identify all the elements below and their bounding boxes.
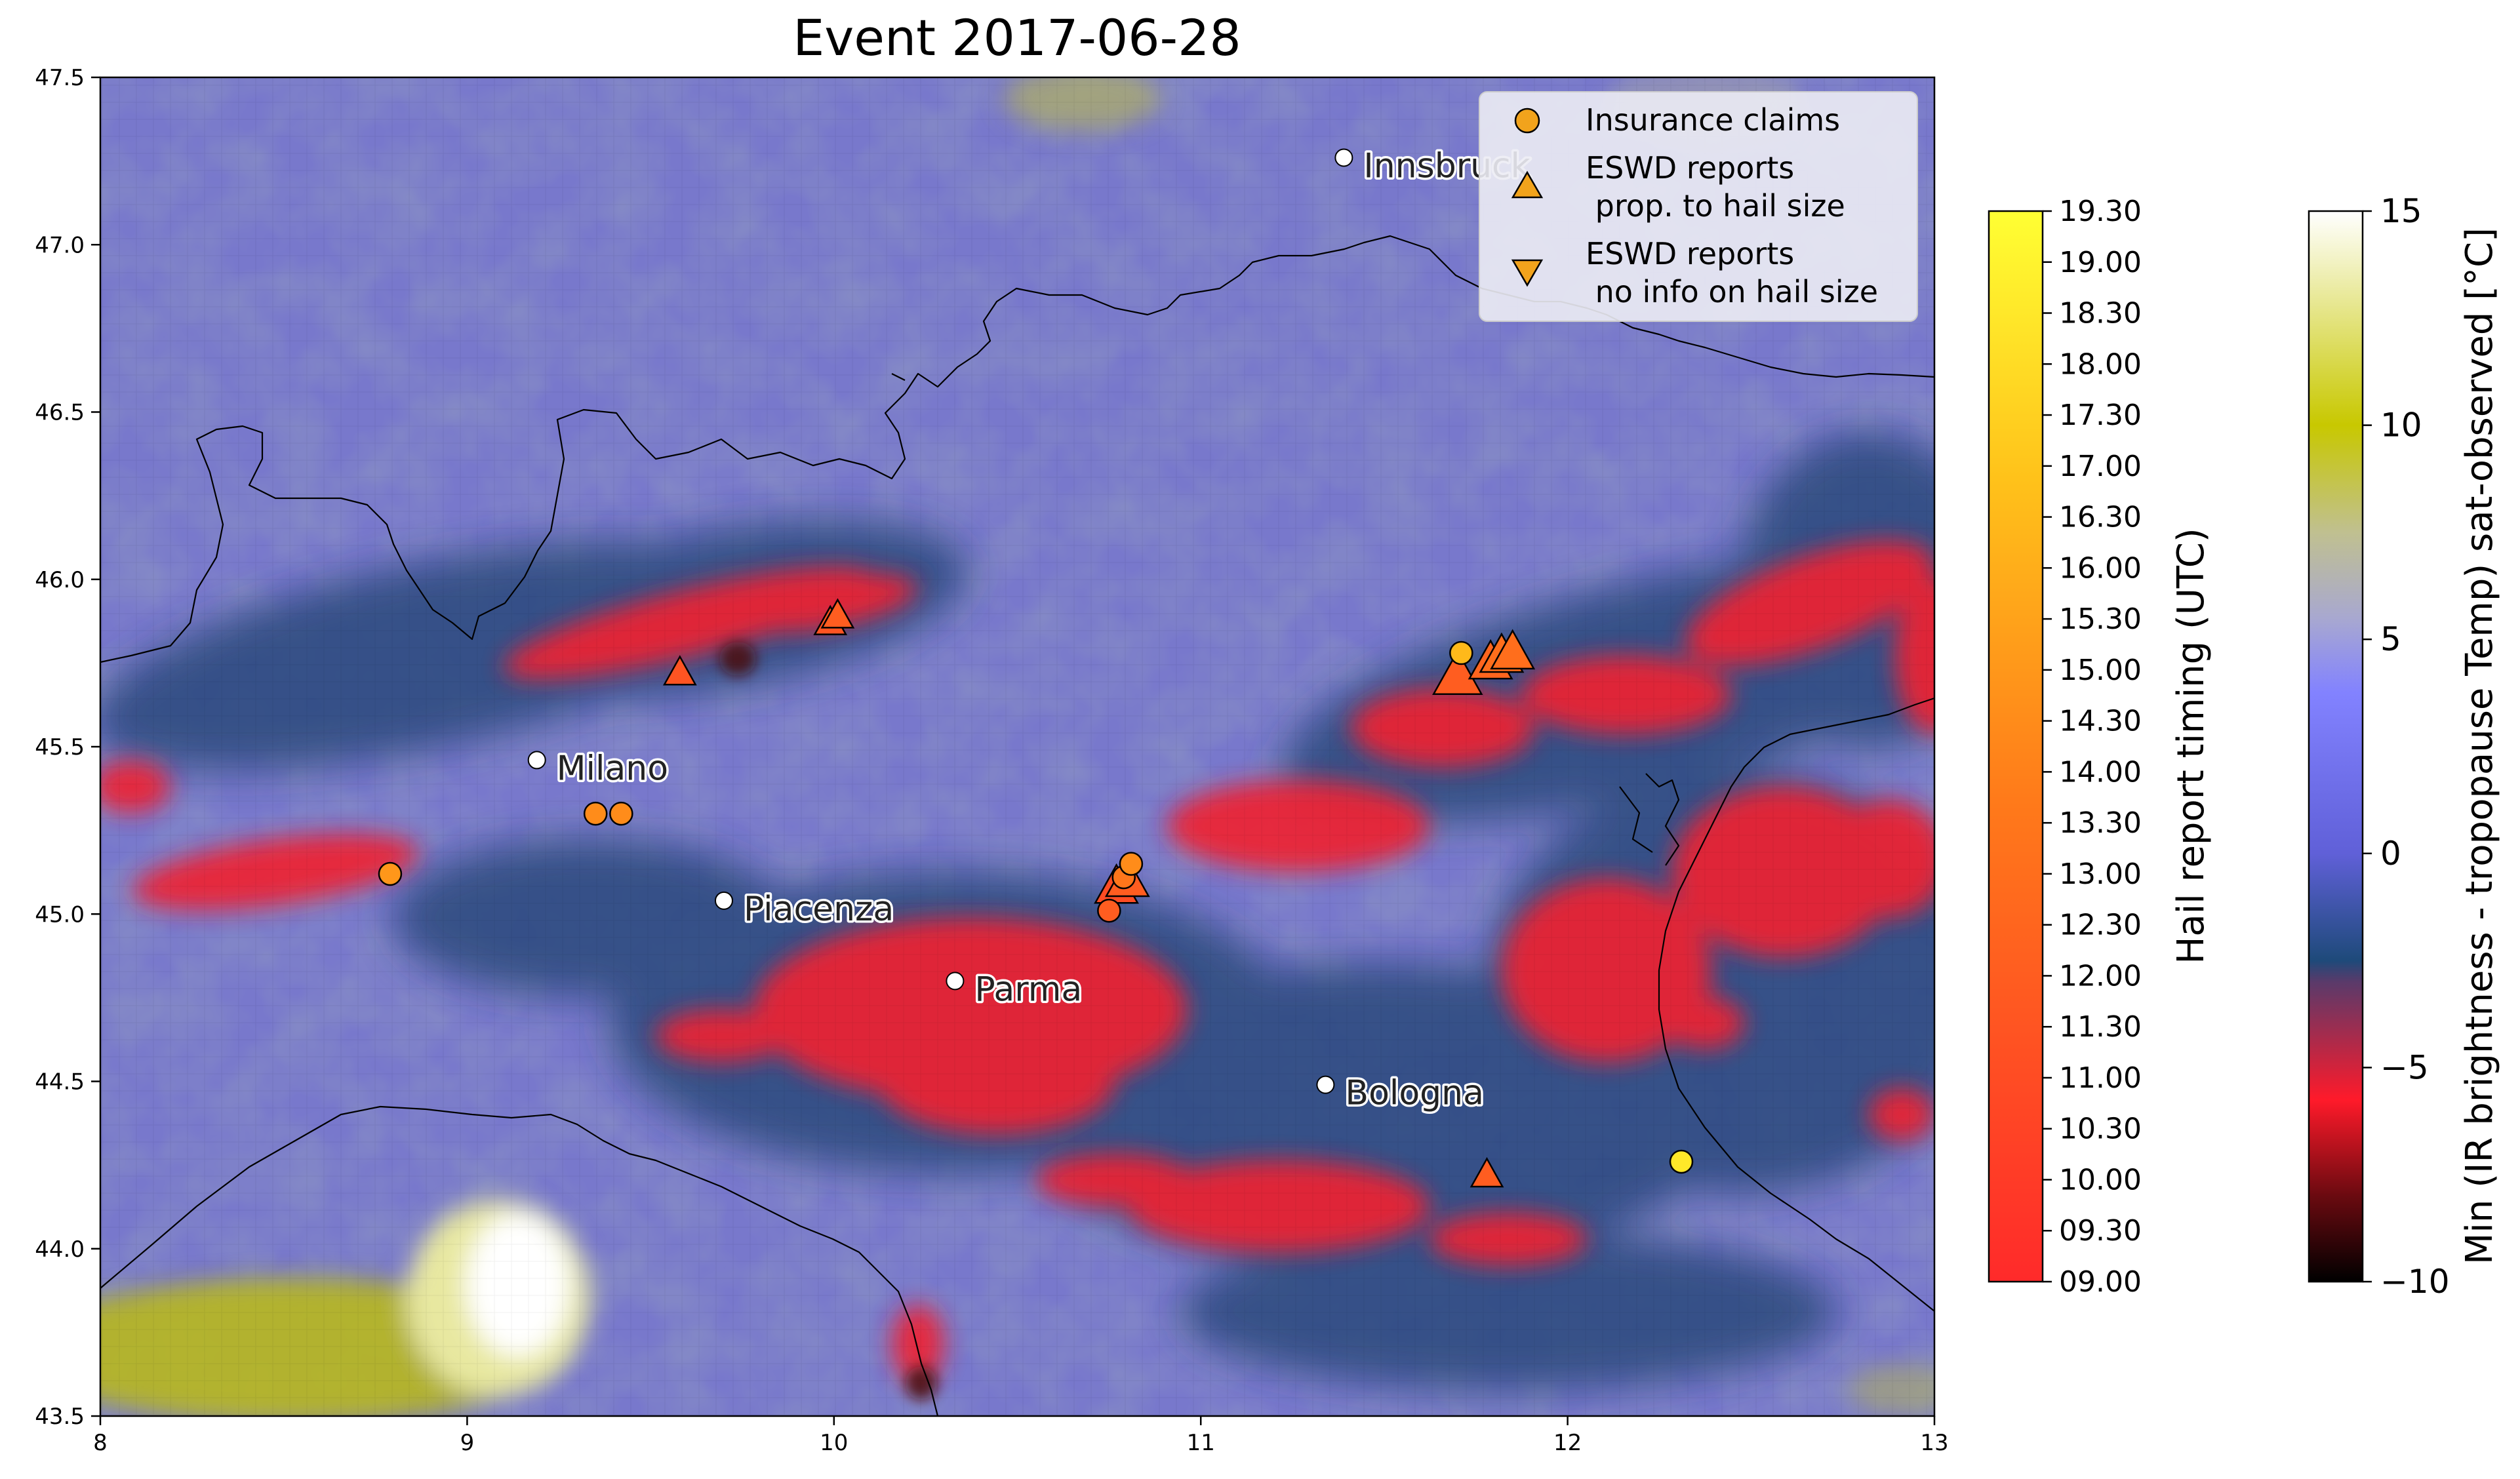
x-axis: 8 9 10 11 12 13 — [93, 1416, 1949, 1456]
x-tick-label: 12 — [1553, 1430, 1582, 1456]
time-tick-label: 14.30 — [2059, 705, 2142, 738]
legend: Insurance claims ESWD reports prop. to h… — [1479, 91, 1918, 322]
chart-title: Event 2017-06-28 — [793, 9, 1241, 67]
time-tick-label: 10.30 — [2059, 1113, 2142, 1146]
city-dot — [714, 891, 733, 910]
city-label: Piacenza — [744, 890, 894, 929]
time-tick-label: 13.00 — [2059, 858, 2142, 891]
eswd-triangle-marker — [1490, 629, 1536, 670]
legend-circle-icon — [1514, 108, 1540, 134]
temp-tick-label: −5 — [2380, 1048, 2429, 1086]
hail-report-markers — [378, 598, 1694, 1188]
y-tick-label: 43.5 — [35, 1404, 85, 1430]
insurance-claim-marker — [1669, 1149, 1694, 1174]
time-tick-label: 17.00 — [2059, 450, 2142, 483]
y-tick-label: 44.5 — [35, 1069, 85, 1095]
legend-label-eswd-noinfo: ESWD reports no info on hail size — [1586, 236, 1878, 309]
temp-tick-label: 15 — [2380, 192, 2422, 230]
time-tick-label: 11.00 — [2059, 1061, 2142, 1095]
y-tick-label: 46.5 — [35, 400, 85, 426]
y-tick-label: 47.0 — [35, 232, 85, 258]
insurance-claim-marker — [583, 801, 608, 826]
temp-tick-label: 5 — [2380, 620, 2401, 658]
city-dot — [946, 972, 965, 991]
eswd-triangle-marker — [662, 655, 697, 686]
x-tick-label: 10 — [820, 1430, 848, 1456]
city-label-halo: Bologna — [1345, 1074, 1484, 1113]
time-tick-label: 16.30 — [2059, 501, 2142, 534]
city-label-halo: Parma — [974, 970, 1082, 1009]
time-tick-label: 12.30 — [2059, 909, 2142, 942]
city-markers: InnsbruckInnsbruckMilanoMilanoPiacenzaPi… — [527, 144, 1532, 1115]
insurance-claim-marker — [378, 861, 403, 886]
time-tick-label: 18.30 — [2059, 297, 2142, 330]
city-dot — [1316, 1075, 1335, 1094]
colorbar-time-label: Hail report timing (UTC) — [2170, 528, 2212, 964]
x-tick-label: 11 — [1187, 1430, 1215, 1456]
colorbar-temp-label: Min (IR brightness - tropopause Temp) sa… — [2458, 227, 2501, 1265]
legend-triangle-up-icon — [1511, 170, 1544, 199]
city-dot — [527, 751, 546, 770]
time-tick-label: 16.00 — [2059, 551, 2142, 585]
time-tick-label: 14.00 — [2059, 755, 2142, 789]
y-tick-label: 47.5 — [35, 65, 85, 91]
eswd-triangle-marker — [1470, 1156, 1504, 1188]
time-tick-label: 13.30 — [2059, 806, 2142, 840]
eswd-triangle-marker — [820, 598, 855, 629]
time-tick-label: 09.30 — [2059, 1214, 2142, 1248]
x-tick-label: 9 — [460, 1430, 475, 1456]
colorbar-hail-timing: 09.00 09.30 10.00 10.30 11.00 11.30 12.00 12.30… — [1988, 195, 2212, 1299]
time-tick-label: 11.30 — [2059, 1010, 2142, 1044]
y-tick-label: 46.0 — [35, 567, 85, 593]
city-label: Milano — [557, 749, 668, 788]
time-tick-label: 12.00 — [2059, 959, 2142, 993]
y-tick-label: 44.0 — [35, 1236, 85, 1263]
y-axis: 43.5 44.0 44.5 45.0 45.5 46.0 46.5 47.0 47.5 — [35, 65, 100, 1430]
eswd-triangle-marker — [1432, 649, 1483, 695]
time-tick-label: 10.00 — [2059, 1163, 2142, 1196]
insurance-claim-marker — [1449, 641, 1473, 665]
x-tick-label: 8 — [93, 1430, 108, 1456]
insurance-claim-marker — [609, 801, 633, 826]
city-dot — [1334, 148, 1353, 167]
x-tick-label: 13 — [1920, 1430, 1948, 1456]
time-tick-label: 19.00 — [2059, 246, 2142, 279]
time-tick-label: 15.30 — [2059, 602, 2142, 636]
time-tick-label: 15.00 — [2059, 654, 2142, 687]
legend-label-eswd-size: ESWD reports prop. to hail size — [1586, 150, 1845, 224]
time-tick-label: 19.30 — [2059, 195, 2142, 228]
insurance-claim-marker — [1097, 898, 1121, 923]
y-tick-label: 45.0 — [35, 901, 85, 928]
city-label-halo: Piacenza — [744, 890, 894, 929]
time-tick-label: 09.00 — [2059, 1265, 2142, 1299]
city-label: Bologna — [1345, 1074, 1484, 1113]
y-tick-label: 45.5 — [35, 734, 85, 760]
legend-triangle-down-icon — [1511, 259, 1544, 287]
temp-tick-label: 10 — [2380, 406, 2422, 444]
temp-tick-label: 0 — [2380, 835, 2401, 873]
city-label: Parma — [974, 970, 1082, 1009]
city-label-halo: Milano — [557, 749, 668, 788]
time-tick-label: 18.00 — [2059, 347, 2142, 381]
legend-label-insurance: Insurance claims — [1586, 102, 1840, 138]
temp-tick-label: −10 — [2380, 1263, 2450, 1301]
colorbar-temperature: −10 −5 0 5 10 15 Min (IR brightness - tropopa… — [2308, 192, 2501, 1301]
insurance-claim-marker — [1119, 852, 1144, 876]
time-tick-label: 17.30 — [2059, 399, 2142, 432]
